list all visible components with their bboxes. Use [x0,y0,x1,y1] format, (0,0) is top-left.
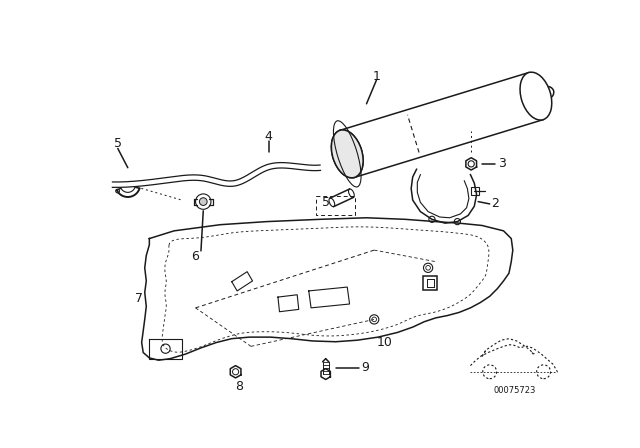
Text: 5: 5 [114,138,122,151]
Ellipse shape [540,86,554,99]
Text: 7: 7 [135,292,143,305]
Text: 10: 10 [376,336,392,349]
Text: 3: 3 [498,157,506,170]
Ellipse shape [332,130,363,178]
Text: 1: 1 [372,70,380,83]
Text: 00075723: 00075723 [494,386,536,395]
Ellipse shape [332,130,363,178]
Text: 6: 6 [191,250,200,263]
Bar [471,187,479,195]
Text: 8: 8 [236,380,243,393]
Ellipse shape [349,189,355,198]
Text: 5: 5 [323,196,330,209]
Circle shape [116,189,120,193]
Text: 9: 9 [361,362,369,375]
Text: 2: 2 [491,198,499,211]
Ellipse shape [520,72,552,120]
Ellipse shape [329,198,335,207]
Circle shape [200,198,207,206]
Bar [424,276,437,290]
Text: 4: 4 [265,129,273,142]
